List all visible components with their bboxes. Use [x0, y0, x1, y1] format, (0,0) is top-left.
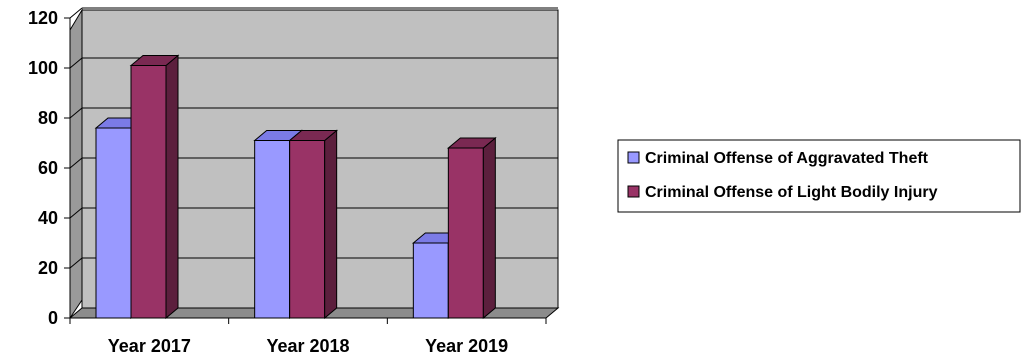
- gridline-side: [69, 57, 83, 69]
- legend-swatch: [627, 151, 640, 164]
- y-tick-label: 80: [38, 108, 58, 128]
- legend-swatch: [627, 185, 640, 198]
- y-tick-label: 0: [48, 308, 58, 328]
- bars: [94, 54, 497, 320]
- legend-box: [617, 139, 1021, 213]
- y-tick-label: 120: [28, 8, 58, 28]
- gridline-side: [69, 107, 83, 119]
- gridline-side: [69, 257, 83, 269]
- y-tick-label: 60: [38, 158, 58, 178]
- gridline-side: [69, 7, 83, 19]
- x-category-label: Year 2019: [425, 336, 508, 356]
- gridline-side: [69, 157, 83, 169]
- x-category-label: Year 2018: [266, 336, 349, 356]
- y-tick-label: 100: [28, 58, 58, 78]
- y-tick-label: 20: [38, 258, 58, 278]
- bar: [288, 129, 339, 320]
- y-tick-label: 40: [38, 208, 58, 228]
- bar: [446, 136, 497, 320]
- bar: [129, 54, 180, 320]
- legend: Criminal Offense of Aggravated Theft Crim…: [617, 139, 1021, 213]
- gridline-side: [69, 207, 83, 219]
- legend-label: Criminal Offense of Aggravated Theft: [645, 150, 929, 167]
- axis-labels: 0 20 40 60 80 100 120 Year 2017 Year 2018 Year 20…: [28, 8, 508, 356]
- chart-side-wall: [69, 8, 83, 320]
- x-category-label: Year 2017: [108, 336, 191, 356]
- legend-label: Criminal Offense of Light Bodily Injury: [645, 184, 938, 201]
